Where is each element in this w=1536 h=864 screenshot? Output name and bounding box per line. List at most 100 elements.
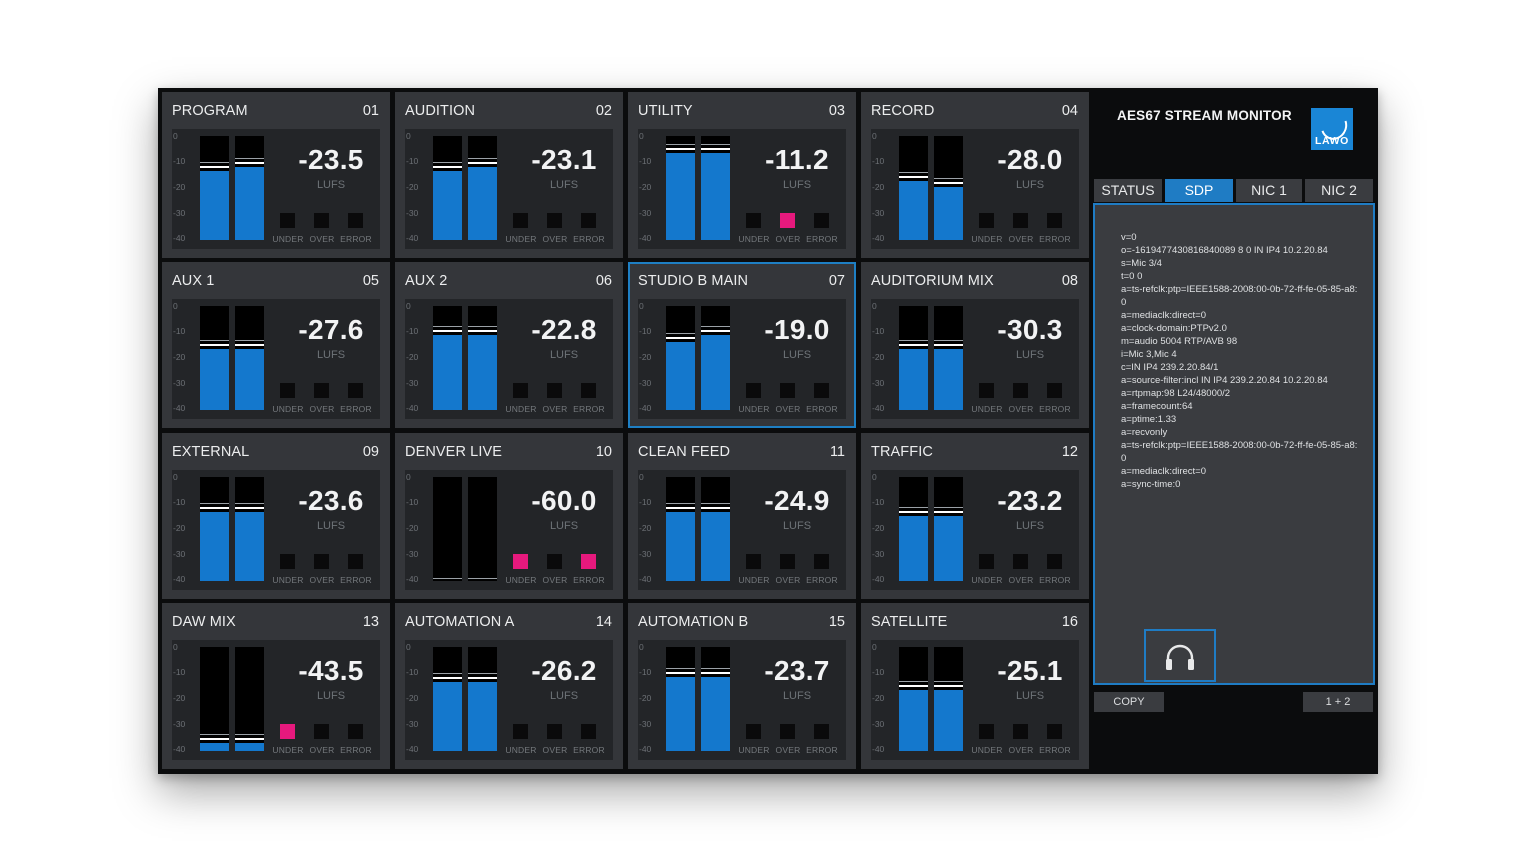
channel-number: 01 <box>362 103 379 119</box>
under-label: UNDER <box>971 575 1003 585</box>
scale-tick-label: 0 <box>173 131 178 141</box>
peak-hold-marker <box>701 330 730 332</box>
peak-hold-marker-secondary <box>235 158 264 159</box>
scale-tick-label: -40 <box>639 744 652 754</box>
channel-tile[interactable]: UTILITY 03 0 -10 -20 -30 -40 -11.2 LUFS UNDER OVER… <box>628 92 856 258</box>
channel-tile[interactable]: AUTOMATION A 14 0 -10 -20 -30 -40 -26.2 LUFS UNDE… <box>395 603 623 769</box>
loudness-unit: LUFS <box>549 520 579 532</box>
over-label: OVER <box>542 745 568 755</box>
scale-tick-label: -40 <box>639 233 652 243</box>
over-label: OVER <box>1008 745 1034 755</box>
channel-tile[interactable]: CLEAN FEED 11 0 -10 -20 -30 -40 -24.9 LUFS UNDER O… <box>628 433 856 599</box>
loudness-value: -30.3 <box>997 314 1063 345</box>
scale-tick-label: -30 <box>173 378 186 388</box>
tab-sdp[interactable]: SDP <box>1165 179 1233 202</box>
peak-hold-marker <box>899 685 928 687</box>
under-label: UNDER <box>971 745 1003 755</box>
loudness-unit: LUFS <box>316 349 346 361</box>
scale-tick-label: -30 <box>639 378 652 388</box>
scale-tick-label: -10 <box>173 497 186 507</box>
channel-name: DENVER LIVE <box>405 444 502 460</box>
scale-tick-label: -30 <box>639 719 652 729</box>
over-indicator <box>780 213 795 228</box>
peak-hold-marker-secondary <box>666 668 695 669</box>
loudness-value: -22.8 <box>531 314 597 345</box>
under-indicator <box>746 554 761 569</box>
level-fill <box>899 516 928 581</box>
tab-status[interactable]: STATUS <box>1094 179 1162 202</box>
level-fill <box>701 512 730 581</box>
loudness-unit: LUFS <box>782 179 812 191</box>
scale-tick-label: -20 <box>872 352 885 362</box>
level-fill <box>934 690 963 751</box>
channel-tile[interactable]: DENVER LIVE 10 0 -10 -20 -30 -40 -60.0 LUFS UNDER… <box>395 433 623 599</box>
scale-tick-label: -10 <box>173 667 186 677</box>
monitor-window: PROGRAM 01 0 -10 -20 -30 -40 -23.5 LUFS UNDER OVER… <box>158 88 1378 774</box>
meter-panel: 0 -10 -20 -30 -40 -24.9 LUFS UNDER OVER ERROR <box>638 470 846 590</box>
loudness-unit: LUFS <box>1015 179 1045 191</box>
meter-panel: 0 -10 -20 -30 -40 -26.2 LUFS UNDER OVER ERROR <box>405 640 613 760</box>
channel-name: AUX 1 <box>172 273 215 289</box>
headphones-button[interactable] <box>1144 629 1216 682</box>
scale-tick-label: -40 <box>872 744 885 754</box>
scale-tick-label: -40 <box>639 574 652 584</box>
channel-name: AUDITORIUM MIX <box>871 273 994 289</box>
under-indicator <box>979 554 994 569</box>
channel-tile[interactable]: STUDIO B MAIN 07 0 -10 -20 -30 -40 -19.0 LUFS UND… <box>628 262 856 428</box>
error-label: ERROR <box>1039 745 1071 755</box>
scale-tick-label: 0 <box>872 642 877 652</box>
channel-tile[interactable]: AUX 1 05 0 -10 -20 -30 -40 -27.6 LUFS UNDER OVER ER… <box>162 262 390 428</box>
error-label: ERROR <box>806 404 838 414</box>
peak-hold-marker-secondary <box>899 340 928 341</box>
peak-hold-marker-secondary <box>433 326 462 327</box>
over-label: OVER <box>1008 575 1034 585</box>
scale-tick-label: 0 <box>872 301 877 311</box>
channel-tile[interactable]: AUTOMATION B 15 0 -10 -20 -30 -40 -23.7 LUFS UNDE… <box>628 603 856 769</box>
scale-tick-label: -40 <box>406 574 419 584</box>
peak-hold-marker <box>235 162 264 164</box>
meter-panel: 0 -10 -20 -30 -40 -22.8 LUFS UNDER OVER ERROR <box>405 299 613 419</box>
channel-tile[interactable]: AUDITION 02 0 -10 -20 -30 -40 -23.1 LUFS UNDER OVE… <box>395 92 623 258</box>
channel-tile[interactable]: PROGRAM 01 0 -10 -20 -30 -40 -23.5 LUFS UNDER OVER… <box>162 92 390 258</box>
channel-tile[interactable]: AUDITORIUM MIX 08 0 -10 -20 -30 -40 -30.3 LUFS UN… <box>861 262 1089 428</box>
under-label: UNDER <box>272 575 304 585</box>
scale-tick-label: -30 <box>406 719 419 729</box>
under-indicator <box>513 554 528 569</box>
channel-name: AUX 2 <box>405 273 448 289</box>
over-label: OVER <box>775 575 801 585</box>
error-indicator <box>814 213 829 228</box>
level-fill <box>235 512 264 581</box>
tab-nic-1[interactable]: NIC 1 <box>1236 179 1302 202</box>
peak-hold-marker <box>666 672 695 674</box>
peak-hold-marker <box>200 344 229 346</box>
error-indicator <box>1047 724 1062 739</box>
under-indicator <box>280 724 295 739</box>
channel-pair-button[interactable]: 1 + 2 <box>1303 692 1373 712</box>
level-bar-right <box>235 306 264 410</box>
scale-tick-label: 0 <box>406 642 411 652</box>
level-fill <box>701 153 730 240</box>
level-fill <box>934 349 963 410</box>
channel-tile[interactable]: AUX 2 06 0 -10 -20 -30 -40 -22.8 LUFS UNDER OVER ER… <box>395 262 623 428</box>
meter-panel: 0 -10 -20 -30 -40 -43.5 LUFS UNDER OVER ERROR <box>172 640 380 760</box>
channel-tile[interactable]: EXTERNAL 09 0 -10 -20 -30 -40 -23.6 LUFS UNDER OVE… <box>162 433 390 599</box>
under-label: UNDER <box>971 404 1003 414</box>
peak-hold-marker <box>200 166 229 168</box>
tab-nic-2[interactable]: NIC 2 <box>1305 179 1373 202</box>
error-label: ERROR <box>806 234 838 244</box>
channel-number: 02 <box>595 103 612 119</box>
level-fill <box>468 167 497 240</box>
channel-tile[interactable]: DAW MIX 13 0 -10 -20 -30 -40 -43.5 LUFS UNDER OVER… <box>162 603 390 769</box>
copy-button[interactable]: COPY <box>1094 692 1164 712</box>
peak-hold-marker <box>934 344 963 346</box>
loudness-value: -60.0 <box>531 485 597 516</box>
channel-tile[interactable]: SATELLITE 16 0 -10 -20 -30 -40 -25.1 LUFS UNDER OV… <box>861 603 1089 769</box>
loudness-value: -23.5 <box>298 144 364 175</box>
under-label: UNDER <box>505 404 537 414</box>
peak-hold-marker <box>666 507 695 509</box>
side-panel: AES67 STREAM MONITOR <box>1090 88 1378 774</box>
error-label: ERROR <box>1039 575 1071 585</box>
channel-tile[interactable]: RECORD 04 0 -10 -20 -30 -40 -28.0 LUFS UNDER OVER E… <box>861 92 1089 258</box>
channel-tile[interactable]: TRAFFIC 12 0 -10 -20 -30 -40 -23.2 LUFS UNDER OVER… <box>861 433 1089 599</box>
over-indicator <box>780 383 795 398</box>
